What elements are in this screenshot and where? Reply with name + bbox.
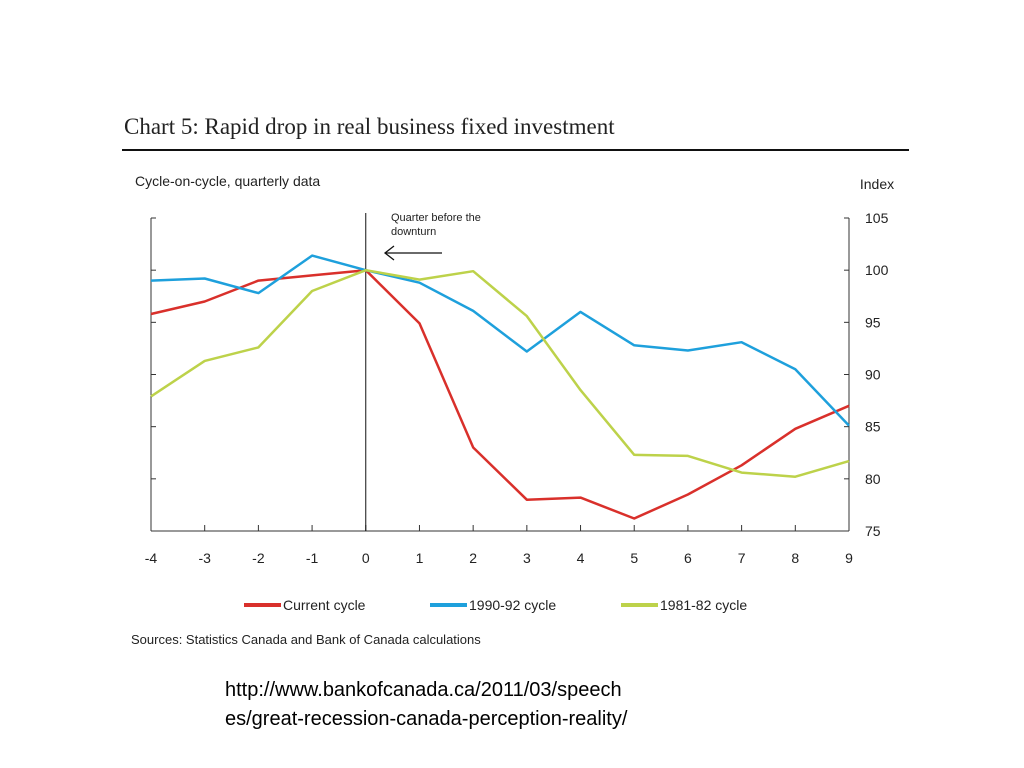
x-tick-label: 6 — [684, 550, 692, 566]
x-tick-label: 9 — [845, 550, 853, 566]
x-tick-label: 3 — [523, 550, 531, 566]
source-url-line2[interactable]: es/great-recession-canada-perception-rea… — [225, 708, 628, 730]
y-tick-label: 95 — [865, 314, 881, 330]
x-tick-label: 8 — [791, 550, 799, 566]
legend-label-2: 1990-92 cycle — [469, 597, 556, 613]
x-tick-label: -1 — [306, 550, 319, 566]
source-url[interactable]: http://www.bankofcanada.ca/2011/03/speec… — [225, 676, 745, 734]
x-tick-label: -2 — [252, 550, 265, 566]
x-tick-label: -3 — [198, 550, 211, 566]
y-tick-label: 75 — [865, 523, 881, 539]
x-tick-label: -4 — [145, 550, 158, 566]
y-tick-label: 100 — [865, 262, 889, 278]
x-tick-label: 7 — [738, 550, 746, 566]
y-tick-label: 90 — [865, 367, 881, 383]
legend: Current cycle 1990-92 cycle 1981-82 cycle — [244, 597, 747, 613]
annotation-arrow-head — [383, 245, 395, 261]
series-line-1 — [150, 268, 850, 520]
x-tick-label: 2 — [469, 550, 477, 566]
x-tick-label: 0 — [362, 550, 370, 566]
x-tick-label: 1 — [416, 550, 424, 566]
chart-subtitle: Cycle-on-cycle, quarterly data — [135, 173, 320, 189]
x-tick-label: 5 — [630, 550, 638, 566]
y-tick-label: 85 — [865, 419, 881, 435]
legend-label-1: Current cycle — [283, 597, 366, 613]
annotation: Quarter before the downturn — [383, 212, 481, 261]
chart-title: Chart 5: Rapid drop in real business fix… — [124, 114, 615, 139]
x-tick-label: 4 — [577, 550, 585, 566]
series-line-3 — [150, 268, 850, 478]
axes: 75 80 85 90 95 100 105 -4 -3 -2 -1 0 1 2 3 4 5 6 7 8 9 — [145, 210, 889, 566]
series-line-2 — [150, 254, 850, 427]
sources-note: Sources: Statistics Canada and Bank of C… — [131, 632, 481, 647]
annotation-text-line2: downturn — [391, 226, 436, 238]
series-group — [150, 254, 850, 520]
y-tick-label: 105 — [865, 210, 889, 226]
source-url-line1[interactable]: http://www.bankofcanada.ca/2011/03/speec… — [225, 679, 622, 701]
annotation-text-line1: Quarter before the — [391, 212, 481, 224]
legend-label-3: 1981-82 cycle — [660, 597, 747, 613]
y-axis-label: Index — [860, 176, 894, 192]
title-rule — [122, 149, 909, 151]
y-tick-label: 80 — [865, 471, 881, 487]
